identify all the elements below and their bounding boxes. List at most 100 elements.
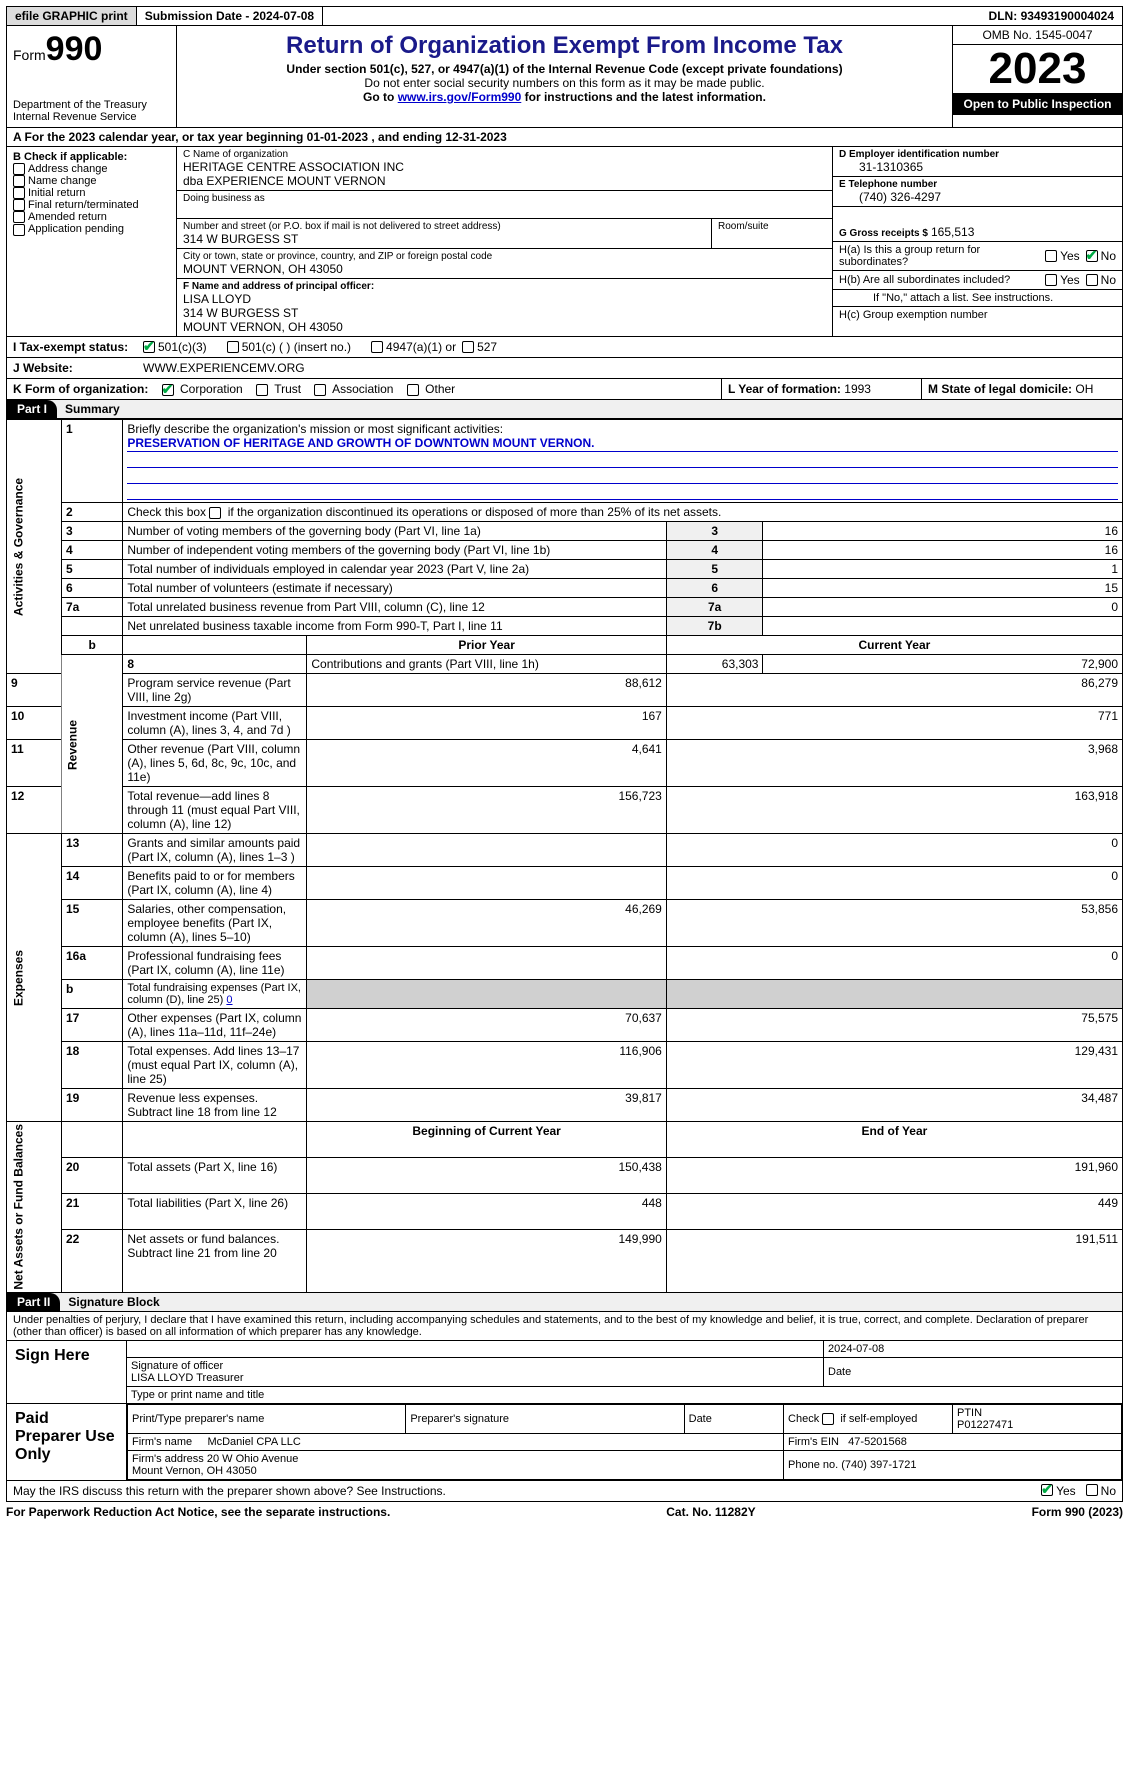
page-footer: For Paperwork Reduction Act Notice, see … — [6, 1502, 1123, 1522]
side-activities: Activities & Governance — [7, 420, 62, 674]
perjury-declaration: Under penalties of perjury, I declare th… — [6, 1312, 1123, 1341]
chk-application-pending[interactable]: Application pending — [13, 223, 170, 235]
firm-address: Firm's address 20 W Ohio Avenue Mount Ve… — [128, 1450, 784, 1479]
field-dba: Doing business as — [177, 191, 832, 219]
line-9: 9Program service revenue (Part VIII, lin… — [7, 674, 1123, 707]
mission-text: PRESERVATION OF HERITAGE AND GROWTH OF D… — [127, 436, 1118, 452]
tax-year: 2023 — [953, 45, 1122, 93]
pra-notice: For Paperwork Reduction Act Notice, see … — [6, 1505, 390, 1519]
irs-link[interactable]: www.irs.gov/Form990 — [398, 90, 522, 104]
chk-other[interactable] — [407, 384, 419, 396]
field-hb-note: If "No," attach a list. See instructions… — [833, 290, 1122, 307]
field-org-name: C Name of organization HERITAGE CENTRE A… — [177, 147, 832, 191]
chk-corporation[interactable] — [162, 384, 174, 396]
line-22: 22Net assets or fund balances. Subtract … — [7, 1230, 1123, 1293]
chk-discontinued[interactable] — [209, 507, 221, 519]
part-i-header: Part ISummary — [6, 400, 1123, 419]
signature-block: Sign Here 2024-07-08 Signature of office… — [6, 1341, 1123, 1481]
ptin: PTINP01227471 — [952, 1404, 1121, 1433]
form-number: Form990 — [13, 30, 170, 69]
efile-print-button[interactable]: efile GRAPHIC print — [7, 7, 137, 25]
subtitle-3: Go to www.irs.gov/Form990 for instructio… — [187, 90, 942, 104]
officer-name: LISA LLOYD Treasurer — [131, 1372, 244, 1384]
field-hb: H(b) Are all subordinates included? Yes … — [833, 271, 1122, 290]
side-net-assets: Net Assets or Fund Balances — [7, 1122, 62, 1293]
firm-name: Firm's name McDaniel CPA LLC — [128, 1433, 784, 1450]
identity-block: B Check if applicable: Address change Na… — [6, 147, 1123, 337]
col-b-checkboxes: B Check if applicable: Address change Na… — [7, 147, 177, 336]
form-title: Return of Organization Exempt From Incom… — [187, 32, 942, 60]
chk-final-return[interactable]: Final return/terminated — [13, 199, 170, 211]
line-5: 5Total number of individuals employed in… — [7, 560, 1123, 579]
chk-association[interactable] — [314, 384, 326, 396]
line-20: 20Total assets (Part X, line 16)150,4381… — [7, 1158, 1123, 1194]
dept-treasury: Department of the Treasury Internal Reve… — [13, 99, 170, 123]
prep-name-lbl: Print/Type preparer's name — [128, 1404, 406, 1433]
hb-yes[interactable] — [1045, 274, 1057, 286]
line-6: 6Total number of volunteers (estimate if… — [7, 579, 1123, 598]
field-ein: D Employer identification number 31-1310… — [833, 147, 1122, 177]
year-formation: L Year of formation: 1993 — [722, 379, 922, 399]
chk-initial-return[interactable]: Initial return — [13, 187, 170, 199]
line-21: 21Total liabilities (Part X, line 26)448… — [7, 1194, 1123, 1230]
line-10: 10Investment income (Part VIII, column (… — [7, 707, 1123, 740]
chk-527[interactable] — [462, 341, 474, 353]
firm-phone: Phone no. (740) 397-1721 — [784, 1450, 1122, 1479]
line2: Check this box if the organization disco… — [123, 503, 1123, 522]
line1-label: Briefly describe the organization's miss… — [127, 422, 1118, 436]
py-cy-header: bPrior YearCurrent Year — [7, 636, 1123, 655]
line-3: 3Number of voting members of the governi… — [7, 522, 1123, 541]
chk-501c[interactable] — [227, 341, 239, 353]
field-street: Number and street (or P.O. box if mail i… — [177, 219, 712, 248]
ha-yes[interactable] — [1045, 250, 1057, 262]
chk-self-employed[interactable] — [822, 1413, 834, 1425]
line-18: 18Total expenses. Add lines 13–17 (must … — [7, 1042, 1123, 1089]
chk-501c3[interactable] — [143, 341, 155, 353]
chk-name-change[interactable]: Name change — [13, 175, 170, 187]
dln: DLN: 93493190004024 — [981, 7, 1122, 25]
side-expenses: Expenses — [7, 834, 62, 1122]
sig-officer-lbl: Signature of officer — [131, 1360, 223, 1372]
field-principal-officer: F Name and address of principal officer:… — [177, 279, 832, 336]
row-j-website: J Website: WWW.EXPERIENCEMV.ORG — [6, 358, 1123, 379]
chk-4947[interactable] — [371, 341, 383, 353]
line-16a: 16aProfessional fundraising fees (Part I… — [7, 947, 1123, 980]
line-16b: bTotal fundraising expenses (Part IX, co… — [7, 980, 1123, 1009]
chk-trust[interactable] — [256, 384, 268, 396]
line-17: 17Other expenses (Part IX, column (A), l… — [7, 1009, 1123, 1042]
row-i-tax-status: I Tax-exempt status: 501(c)(3) 501(c) ( … — [6, 337, 1123, 358]
subtitle-2: Do not enter social security numbers on … — [187, 76, 942, 90]
state-domicile: M State of legal domicile: OH — [922, 379, 1122, 399]
hb-no[interactable] — [1086, 274, 1098, 286]
field-hc: H(c) Group exemption number — [833, 307, 1122, 323]
line-7b: Net unrelated business taxable income fr… — [7, 617, 1123, 636]
field-room: Room/suite — [712, 219, 832, 248]
summary-table: Activities & Governance 1 Briefly descri… — [6, 419, 1123, 1293]
row-klm: K Form of organization: Corporation Trus… — [6, 379, 1123, 400]
subtitle-1: Under section 501(c), 527, or 4947(a)(1)… — [187, 62, 942, 76]
ha-no[interactable] — [1086, 250, 1098, 262]
form-header: Form990 Department of the Treasury Inter… — [6, 26, 1123, 128]
prep-date-lbl: Date — [684, 1404, 783, 1433]
bcy-eoy-header: Net Assets or Fund Balances Beginning of… — [7, 1122, 1123, 1158]
website-value[interactable]: WWW.EXPERIENCEMV.ORG — [143, 361, 305, 375]
irs-discuss-yes[interactable] — [1041, 1484, 1053, 1496]
field-city: City or town, state or province, country… — [177, 249, 832, 279]
chk-amended-return[interactable]: Amended return — [13, 211, 170, 223]
may-irs-discuss: May the IRS discuss this return with the… — [6, 1481, 1123, 1502]
line-11: 11Other revenue (Part VIII, column (A), … — [7, 740, 1123, 787]
irs-discuss-no[interactable] — [1086, 1484, 1098, 1496]
self-emp: Check if self-employed — [784, 1404, 953, 1433]
line-7a: 7aTotal unrelated business revenue from … — [7, 598, 1123, 617]
line-4: 4Number of independent voting members of… — [7, 541, 1123, 560]
field-telephone: E Telephone number (740) 326-4297 — [833, 177, 1122, 207]
prep-sig-lbl: Preparer's signature — [406, 1404, 684, 1433]
line-19: 19Revenue less expenses. Subtract line 1… — [7, 1089, 1123, 1122]
date-label: Date — [824, 1357, 1123, 1386]
paid-preparer-label: Paid Preparer Use Only — [7, 1404, 127, 1480]
submission-date: Submission Date - 2024-07-08 — [137, 7, 323, 25]
omb-number: OMB No. 1545-0047 — [953, 26, 1122, 45]
form-ref: Form 990 (2023) — [1032, 1505, 1123, 1519]
chk-address-change[interactable]: Address change — [13, 163, 170, 175]
type-name-lbl: Type or print name and title — [127, 1386, 1122, 1403]
